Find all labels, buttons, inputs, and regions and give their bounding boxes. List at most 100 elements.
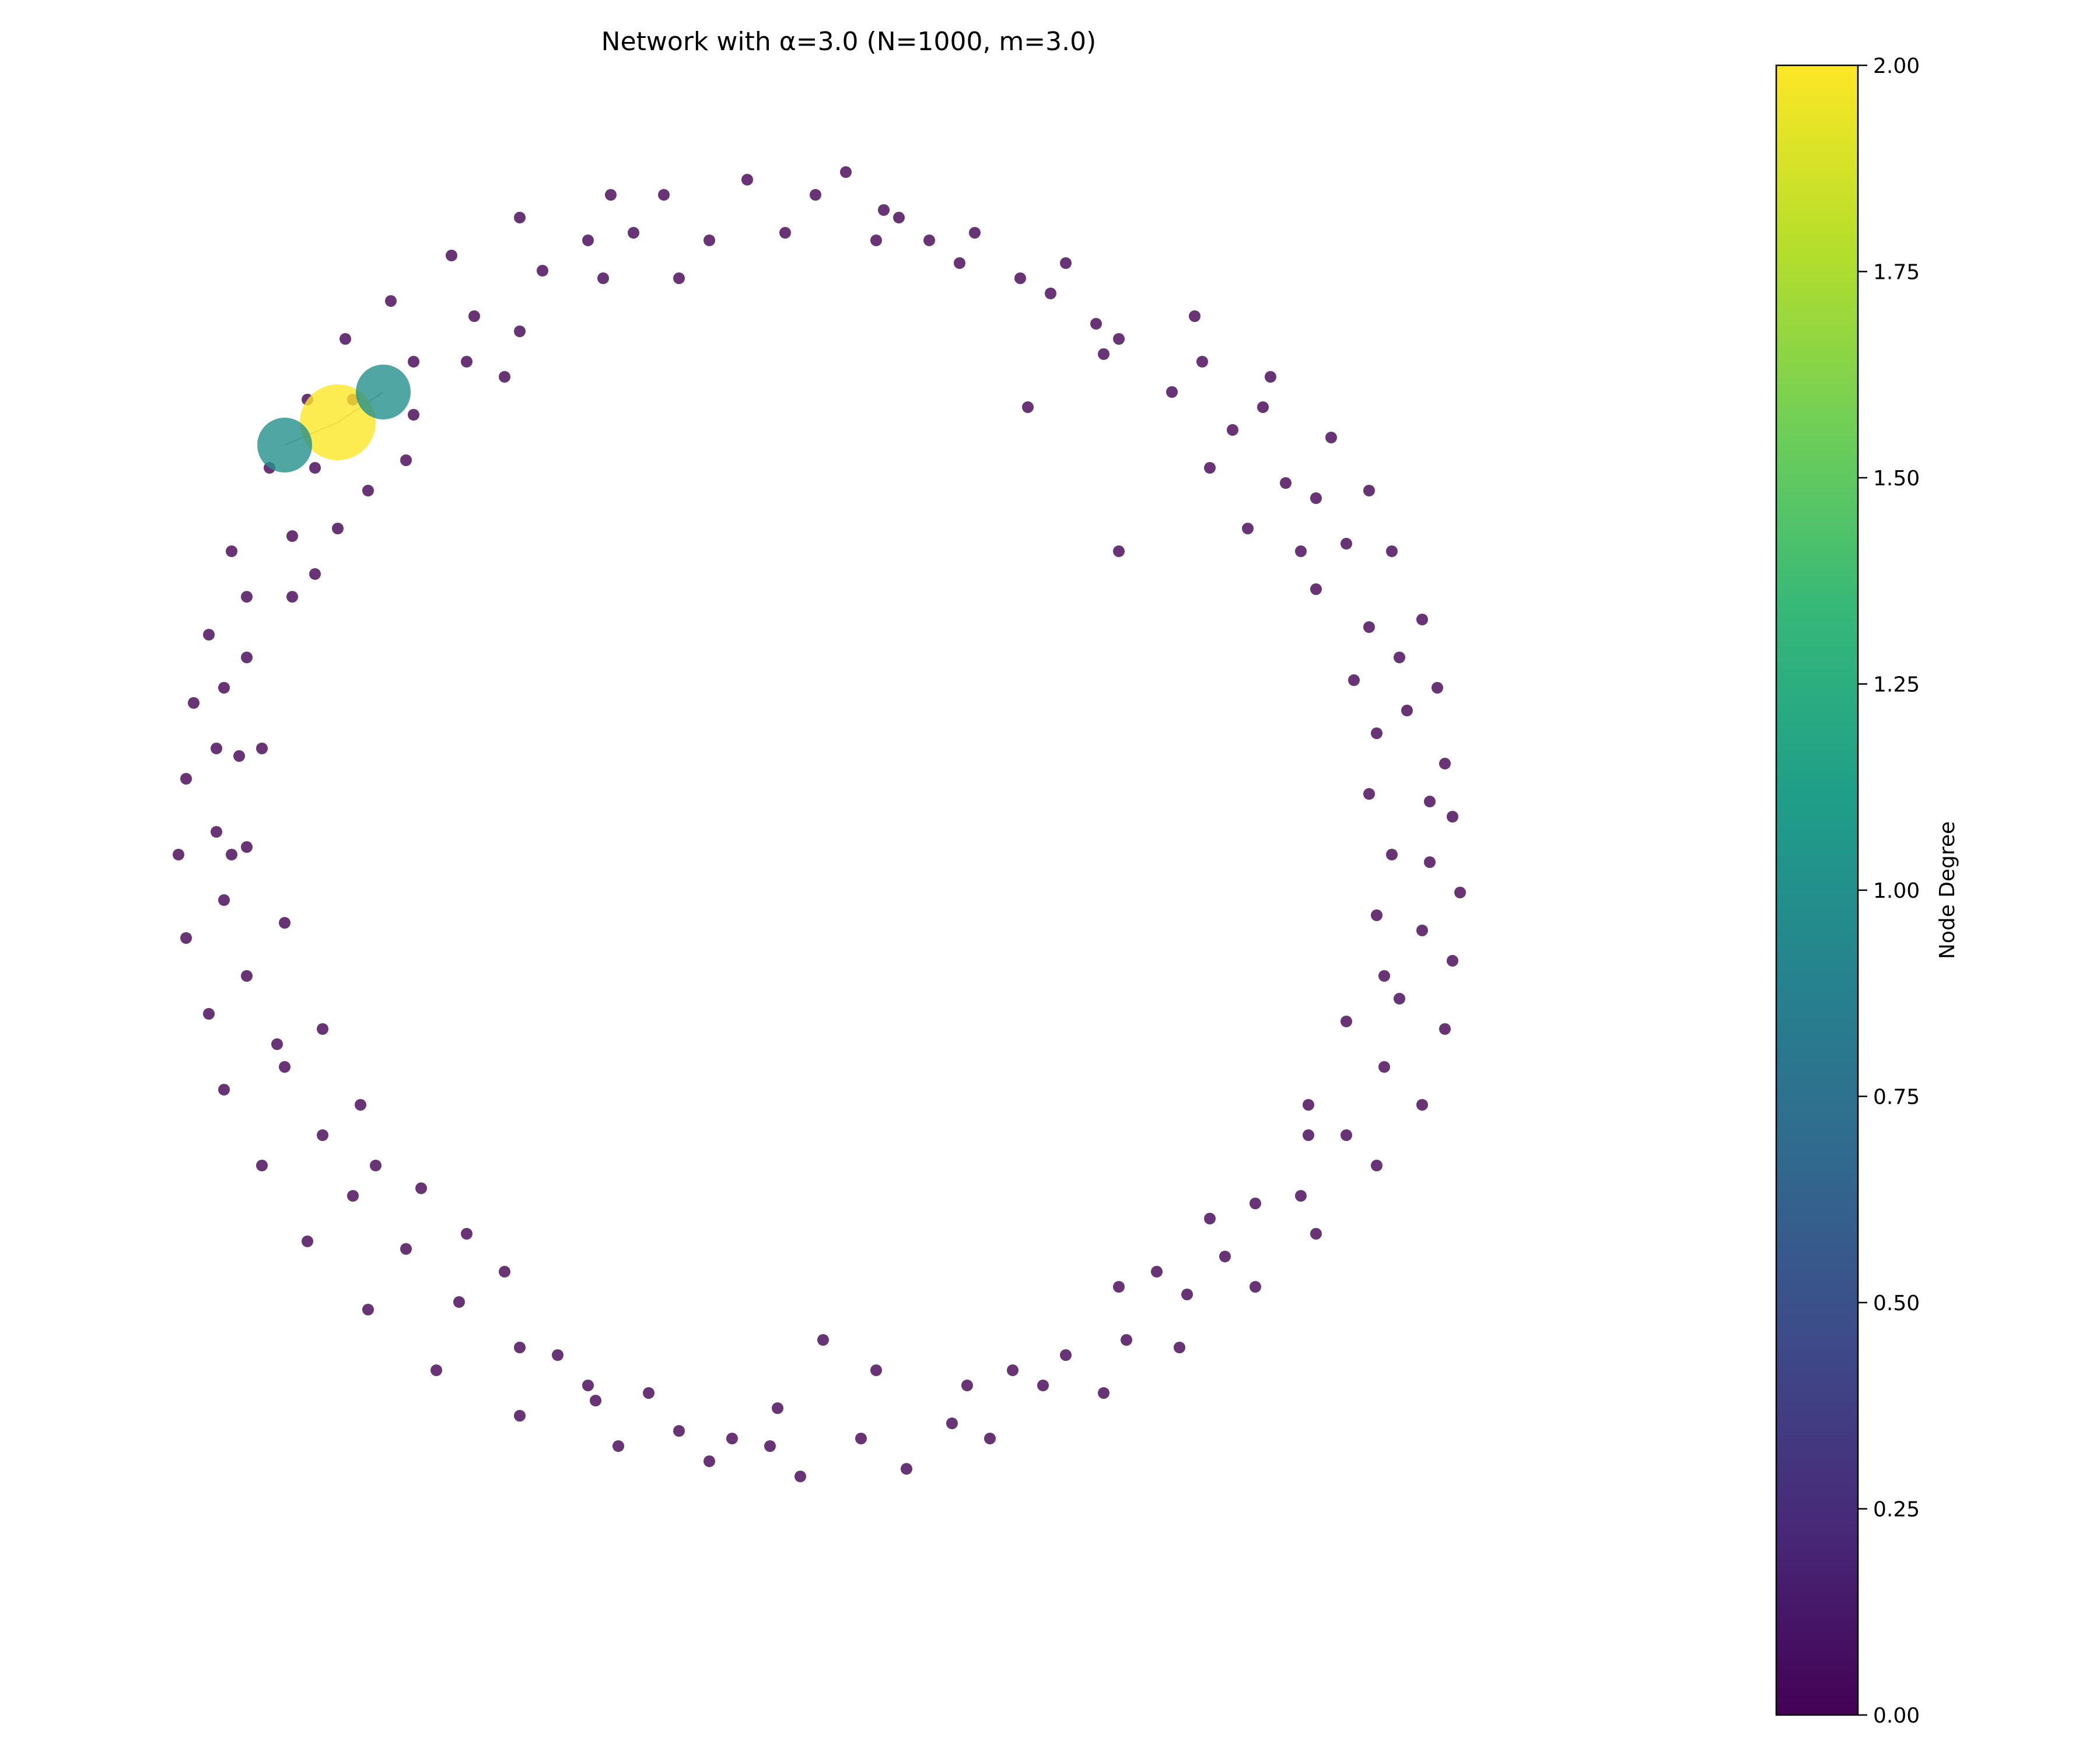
isolated-node — [961, 1380, 973, 1391]
colorbar-tick-label: 1.00 — [1873, 879, 1920, 903]
isolated-node — [211, 826, 222, 838]
isolated-node — [461, 1228, 473, 1240]
isolated-node — [1007, 1364, 1019, 1376]
isolated-node — [817, 1334, 829, 1346]
isolated-node — [673, 1425, 685, 1437]
isolated-node — [779, 227, 791, 239]
isolated-node — [612, 1440, 624, 1452]
isolated-node — [582, 1380, 594, 1391]
isolated-node — [226, 849, 237, 860]
isolated-node — [1060, 257, 1072, 269]
isolated-node — [1204, 462, 1216, 474]
isolated-node — [1363, 621, 1375, 633]
isolated-node — [1439, 1023, 1451, 1035]
isolated-node — [362, 485, 374, 496]
isolated-node — [1037, 1380, 1049, 1391]
isolated-node — [1401, 705, 1413, 716]
isolated-node — [984, 1433, 996, 1444]
isolated-node — [893, 212, 905, 223]
isolated-node — [514, 1342, 526, 1353]
isolated-node — [279, 917, 290, 929]
isolated-node — [1045, 288, 1056, 299]
isolated-node — [1250, 1281, 1261, 1293]
isolated-node — [241, 970, 253, 982]
isolated-node — [1014, 272, 1026, 284]
isolated-node — [1310, 492, 1322, 504]
isolated-node — [1310, 583, 1322, 595]
isolated-node — [552, 1349, 564, 1361]
isolated-node — [514, 326, 526, 337]
colorbar-tick-label: 1.50 — [1873, 467, 1920, 491]
isolated-node — [870, 235, 882, 246]
isolated-node — [1348, 674, 1360, 686]
colorbar-tick-label: 0.50 — [1873, 1292, 1920, 1315]
isolated-node — [590, 1395, 601, 1406]
isolated-node — [537, 265, 548, 276]
isolated-node — [1265, 371, 1276, 383]
isolated-node — [1394, 652, 1405, 663]
colorbar-tick-label: 1.25 — [1873, 673, 1920, 697]
isolated-node — [1371, 727, 1382, 739]
isolated-node — [1416, 614, 1428, 625]
isolated-node — [499, 371, 510, 383]
isolated-node — [279, 1061, 290, 1073]
colorbar-tick-label: 0.75 — [1873, 1086, 1920, 1110]
isolated-node — [923, 235, 935, 246]
isolated-node — [1113, 1281, 1125, 1293]
isolated-node — [1098, 1387, 1110, 1399]
isolated-node — [256, 743, 268, 754]
isolated-node — [1303, 1099, 1314, 1111]
isolated-node — [628, 227, 639, 239]
isolated-node — [901, 1463, 912, 1475]
isolated-node — [1113, 333, 1125, 345]
isolated-node — [582, 235, 594, 246]
isolated-node — [1363, 485, 1375, 496]
isolated-node — [1090, 318, 1102, 330]
colorbar-gradient — [1776, 65, 1858, 1715]
hub-node — [300, 384, 376, 460]
isolated-node — [332, 523, 344, 534]
isolated-node — [1098, 348, 1110, 360]
isolated-node — [317, 1023, 328, 1035]
isolated-node — [1454, 887, 1466, 898]
isolated-node — [1340, 1129, 1352, 1141]
node-layer — [173, 166, 1466, 1482]
isolated-node — [954, 257, 965, 269]
isolated-node — [180, 932, 192, 944]
isolated-node — [772, 1402, 783, 1414]
isolated-node — [1295, 1190, 1307, 1202]
isolated-node — [1371, 909, 1382, 921]
isolated-node — [1250, 1198, 1261, 1209]
isolated-node — [355, 1099, 366, 1111]
isolated-node — [658, 189, 670, 201]
isolated-node — [362, 1304, 374, 1315]
isolated-node — [1424, 856, 1436, 868]
isolated-node — [1394, 993, 1405, 1005]
isolated-node — [1340, 538, 1352, 550]
isolated-node — [309, 568, 321, 580]
isolated-node — [180, 773, 192, 785]
isolated-node — [605, 189, 617, 201]
isolated-node — [1416, 925, 1428, 936]
colorbar-tick-label: 2.00 — [1873, 54, 1920, 78]
isolated-node — [1196, 356, 1208, 368]
isolated-node — [597, 272, 609, 284]
isolated-node — [1295, 545, 1307, 557]
chart-title: Network with α=3.0 (N=1000, m=3.0) — [601, 27, 1097, 57]
isolated-node — [840, 166, 852, 178]
isolated-node — [218, 1084, 230, 1096]
isolated-node — [302, 1236, 313, 1247]
isolated-node — [1447, 811, 1458, 822]
isolated-node — [1242, 523, 1254, 534]
isolated-node — [1166, 386, 1178, 398]
isolated-node — [408, 356, 419, 368]
isolated-node — [810, 189, 821, 201]
isolated-node — [188, 697, 200, 709]
isolated-node — [203, 1008, 215, 1020]
isolated-node — [855, 1433, 867, 1444]
isolated-node — [415, 1182, 427, 1194]
isolated-node — [1378, 1061, 1390, 1073]
isolated-node — [794, 1471, 806, 1482]
isolated-node — [514, 212, 526, 223]
isolated-node — [385, 295, 397, 307]
